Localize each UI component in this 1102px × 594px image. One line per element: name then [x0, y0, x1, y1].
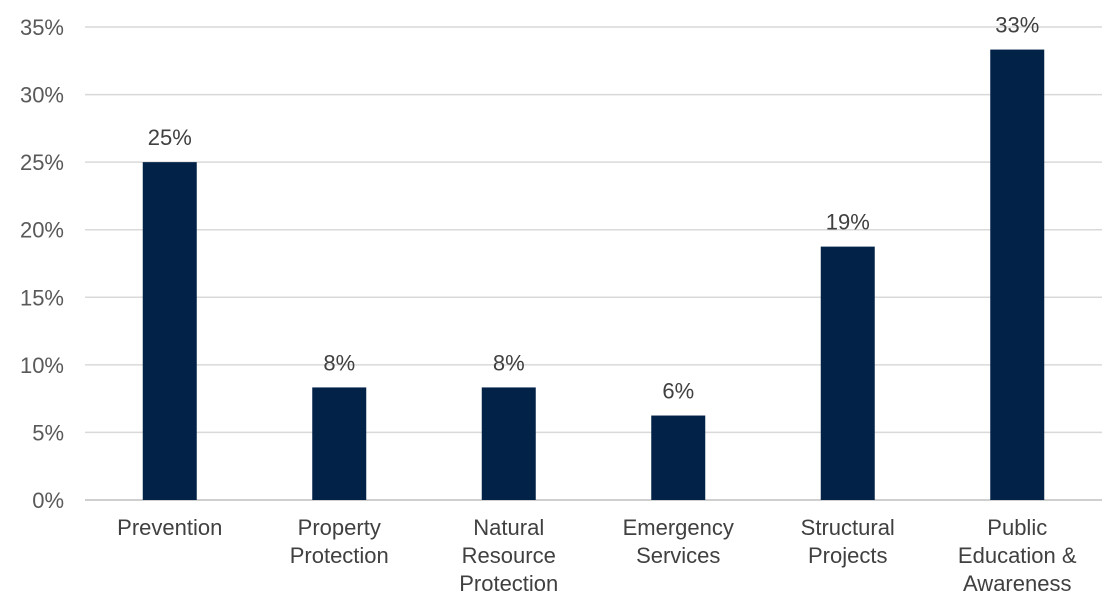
bar [820, 246, 875, 500]
bar [990, 49, 1045, 501]
data-labels: 25% 8% 8% 6% 19% 33% [148, 13, 1040, 404]
data-label: 8% [493, 350, 525, 375]
bar [651, 415, 706, 500]
y-tick-label: 30% [20, 83, 64, 108]
y-tick-label: 20% [20, 218, 64, 243]
y-tick-label: 0% [32, 488, 64, 513]
category-label-line: Structural [801, 515, 895, 540]
category-label: Property Protection [290, 515, 389, 568]
y-tick-label: 35% [20, 15, 64, 40]
bars [142, 49, 1045, 501]
data-label: 25% [148, 125, 192, 150]
category-label: Natural Resource Protection [459, 515, 558, 594]
category-label: Structural Projects [801, 515, 895, 568]
data-label: 8% [323, 350, 355, 375]
category-label-line: Protection [459, 571, 558, 594]
category-label-line: Emergency [623, 515, 734, 540]
bar [312, 387, 367, 500]
data-label: 33% [995, 13, 1039, 38]
category-label-line: Public [987, 515, 1047, 540]
category-label-line: Resource [462, 543, 556, 568]
category-label: Emergency Services [623, 515, 734, 568]
category-label-line: Property [298, 515, 381, 540]
category-label-line: Awareness [963, 571, 1071, 594]
data-label: 19% [826, 210, 870, 235]
bar [142, 162, 197, 500]
category-label-line: Prevention [117, 515, 222, 540]
category-label-line: Services [636, 543, 720, 568]
category-label: Prevention [117, 515, 222, 540]
bar [481, 387, 536, 500]
y-tick-label: 5% [32, 420, 64, 445]
category-label: Public Education & Awareness [958, 515, 1077, 594]
x-axis-category-labels: Prevention Property Protection Natural Resou… [117, 515, 1077, 594]
category-label-line: Projects [808, 543, 887, 568]
y-tick-label: 15% [20, 285, 64, 310]
y-tick-label: 25% [20, 150, 64, 175]
category-label-line: Education & [958, 543, 1077, 568]
gridlines [85, 26, 1102, 501]
category-label-line: Natural [473, 515, 544, 540]
y-axis-tick-labels: 0% 5% 10% 15% 20% 25% 30% 35% [20, 15, 64, 513]
data-label: 6% [662, 379, 694, 404]
y-tick-label: 10% [20, 353, 64, 378]
category-label-line: Protection [290, 543, 389, 568]
